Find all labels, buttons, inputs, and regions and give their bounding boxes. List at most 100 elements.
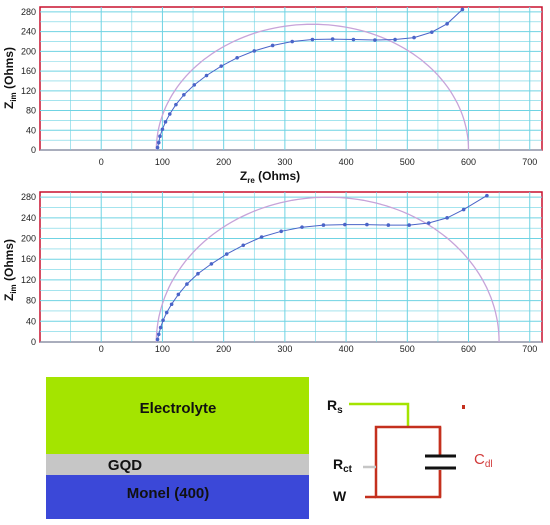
- data-point: [252, 49, 257, 53]
- chart-2-fit-curve: [155, 196, 500, 343]
- y-tick-label: 120: [21, 86, 36, 96]
- data-point: [343, 222, 347, 227]
- data-point: [219, 64, 224, 68]
- x-tick-label: 500: [400, 157, 415, 167]
- layer-stack-diagram: Electrolyte GQD Monel (400): [46, 377, 309, 519]
- data-point: [164, 310, 169, 315]
- data-point: [160, 127, 165, 132]
- data-point: [182, 92, 186, 97]
- data-point: [279, 229, 284, 234]
- nyquist-chart-2: 0 100 200 300 400 500 600 700 0 40 80 120 160 200 240…: [2, 191, 543, 354]
- y-tick-label: 200: [21, 234, 36, 244]
- y-tick-label: 240: [21, 213, 36, 223]
- data-point: [270, 43, 275, 48]
- x-tick-label: 200: [216, 157, 231, 167]
- data-point: [155, 145, 160, 150]
- chart-2-frame: [39, 191, 543, 343]
- data-point: [158, 134, 162, 138]
- data-point: [224, 252, 229, 256]
- y-tick-label: 0: [31, 145, 36, 155]
- x-tick-label: 200: [216, 344, 231, 354]
- x-tick-label: 400: [339, 157, 354, 167]
- data-point: [156, 332, 161, 337]
- chart-1-grid: [40, 7, 542, 151]
- data-point: [204, 73, 209, 78]
- chart-1-y-axis-label: Zim (Ohms): [2, 47, 18, 109]
- gqd-label: GQD: [108, 457, 142, 474]
- x-tick-label: 600: [461, 344, 476, 354]
- y-tick-label: 40: [26, 316, 36, 326]
- chart-1-fit-curve: [155, 23, 470, 151]
- data-point: [209, 262, 214, 266]
- x-tick-label: 500: [400, 344, 415, 354]
- data-point: [176, 292, 181, 297]
- chart-1-data-points: [155, 7, 465, 150]
- stray-mark: [462, 405, 465, 409]
- equivalent-circuit: Rs Rct W Cdl: [327, 397, 493, 504]
- data-point: [290, 39, 295, 44]
- y-tick-label: 280: [21, 192, 36, 202]
- x-tick-label: 0: [99, 157, 104, 167]
- data-point: [321, 223, 326, 227]
- data-point: [167, 112, 172, 116]
- rs-label: Rs: [327, 397, 343, 416]
- data-point: [461, 207, 466, 212]
- data-point: [393, 37, 397, 42]
- data-point: [156, 140, 161, 145]
- x-tick-label: 0: [99, 344, 104, 354]
- data-point: [365, 222, 369, 227]
- x-tick-label: 700: [522, 157, 537, 167]
- data-point: [330, 37, 335, 41]
- data-point: [161, 318, 165, 323]
- fit-semicircle: [155, 23, 470, 151]
- y-tick-label: 240: [21, 27, 36, 37]
- x-tick-label: 300: [277, 157, 292, 167]
- data-point: [155, 337, 160, 342]
- data-point: [235, 55, 239, 60]
- chart-1-frame: [39, 6, 543, 151]
- monel-label: Monel (400): [127, 485, 210, 502]
- chart-2-y-tick-labels: 0 40 80 120 160 200 240 280: [21, 192, 36, 347]
- data-point: [196, 271, 200, 276]
- monel-layer: [46, 475, 309, 519]
- data-point: [158, 325, 163, 330]
- data-point: [426, 221, 431, 225]
- data-point: [185, 282, 189, 286]
- data-point: [300, 225, 304, 229]
- electrolyte-layer: [46, 377, 309, 454]
- data-point: [259, 235, 264, 239]
- y-tick-label: 160: [21, 66, 36, 76]
- fit-semicircle: [155, 196, 500, 343]
- gqd-layer: [46, 454, 309, 475]
- rs-wire: [349, 402, 410, 427]
- data-point: [407, 223, 411, 227]
- data-point: [241, 243, 246, 248]
- chart-2-x-tick-labels: 0 100 200 300 400 500 600 700: [99, 344, 538, 354]
- data-point: [445, 216, 449, 220]
- chart-2-y-axis-label: Zim (Ohms): [2, 239, 18, 301]
- y-tick-label: 200: [21, 46, 36, 56]
- chart-1-x-axis-label: Zre (Ohms): [240, 169, 300, 185]
- y-tick-label: 120: [21, 275, 36, 285]
- cap-gap: [425, 455, 455, 470]
- data-point: [163, 120, 168, 124]
- y-tick-label: 80: [26, 106, 36, 116]
- y-tick-label: 160: [21, 254, 36, 264]
- x-tick-label: 400: [339, 344, 354, 354]
- rct-label: Rct: [333, 456, 353, 475]
- cdl-label: Cdl: [474, 451, 493, 470]
- data-point: [386, 223, 391, 227]
- data-point: [351, 37, 356, 42]
- data-point: [460, 7, 465, 12]
- chart-1-x-tick-labels: 0 100 200 300 400 500 600 700: [99, 157, 538, 167]
- data-point: [192, 83, 197, 87]
- chart-2-data-points: [155, 193, 489, 342]
- electrolyte-label: Electrolyte: [140, 400, 217, 417]
- y-tick-label: 280: [21, 7, 36, 17]
- x-tick-label: 600: [461, 157, 476, 167]
- data-point: [373, 38, 377, 42]
- y-tick-label: 80: [26, 296, 36, 306]
- x-tick-label: 700: [522, 344, 537, 354]
- chart-1-y-tick-labels: 0 40 80 120 160 200 240 280: [21, 7, 36, 155]
